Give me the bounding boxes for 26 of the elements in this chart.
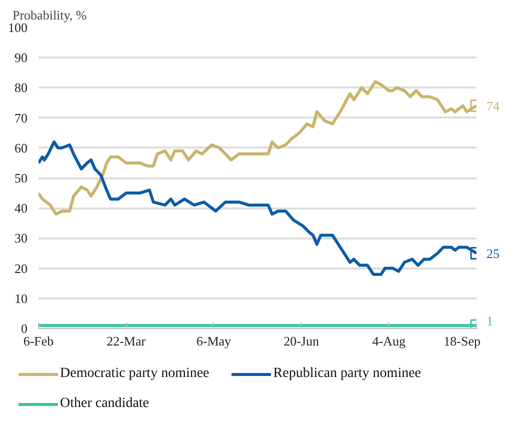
y-axis-title: Probability, % bbox=[12, 8, 87, 22]
x-tick-label: 20-Jun bbox=[284, 334, 320, 348]
x-tick-label: 6-Feb bbox=[23, 334, 54, 348]
x-tick-label: 4-Aug bbox=[372, 334, 406, 348]
x-tick-label: 6-May bbox=[196, 334, 232, 348]
legend-label: Other candidate bbox=[60, 396, 150, 412]
y-tick-label: 0 bbox=[21, 321, 28, 336]
line-series bbox=[38, 80, 476, 216]
annotation: 25 bbox=[486, 246, 500, 261]
y-tick-label: 40 bbox=[14, 200, 28, 216]
y-tick-label: 60 bbox=[14, 140, 28, 156]
y-tick-label: 20 bbox=[14, 260, 28, 276]
y-tick-label: 100 bbox=[8, 20, 28, 35]
y-tick-label: 80 bbox=[14, 80, 28, 96]
y-tick-label: 10 bbox=[14, 290, 28, 306]
x-tick-label: 22-Mar bbox=[106, 334, 146, 348]
y-tick-label: 90 bbox=[14, 50, 28, 66]
line-series bbox=[38, 140, 476, 276]
legend-label: Democratic party nominee bbox=[60, 366, 210, 382]
y-tick-label: 70 bbox=[14, 110, 28, 126]
y-tick-label: 30 bbox=[14, 230, 28, 246]
annotation: 1 bbox=[486, 313, 493, 328]
annotation: 74 bbox=[486, 98, 500, 114]
y-tick-label: 50 bbox=[14, 170, 28, 186]
legend-label: Republican party nominee bbox=[273, 366, 422, 382]
x-tick-label: 18-Sep bbox=[444, 334, 481, 348]
